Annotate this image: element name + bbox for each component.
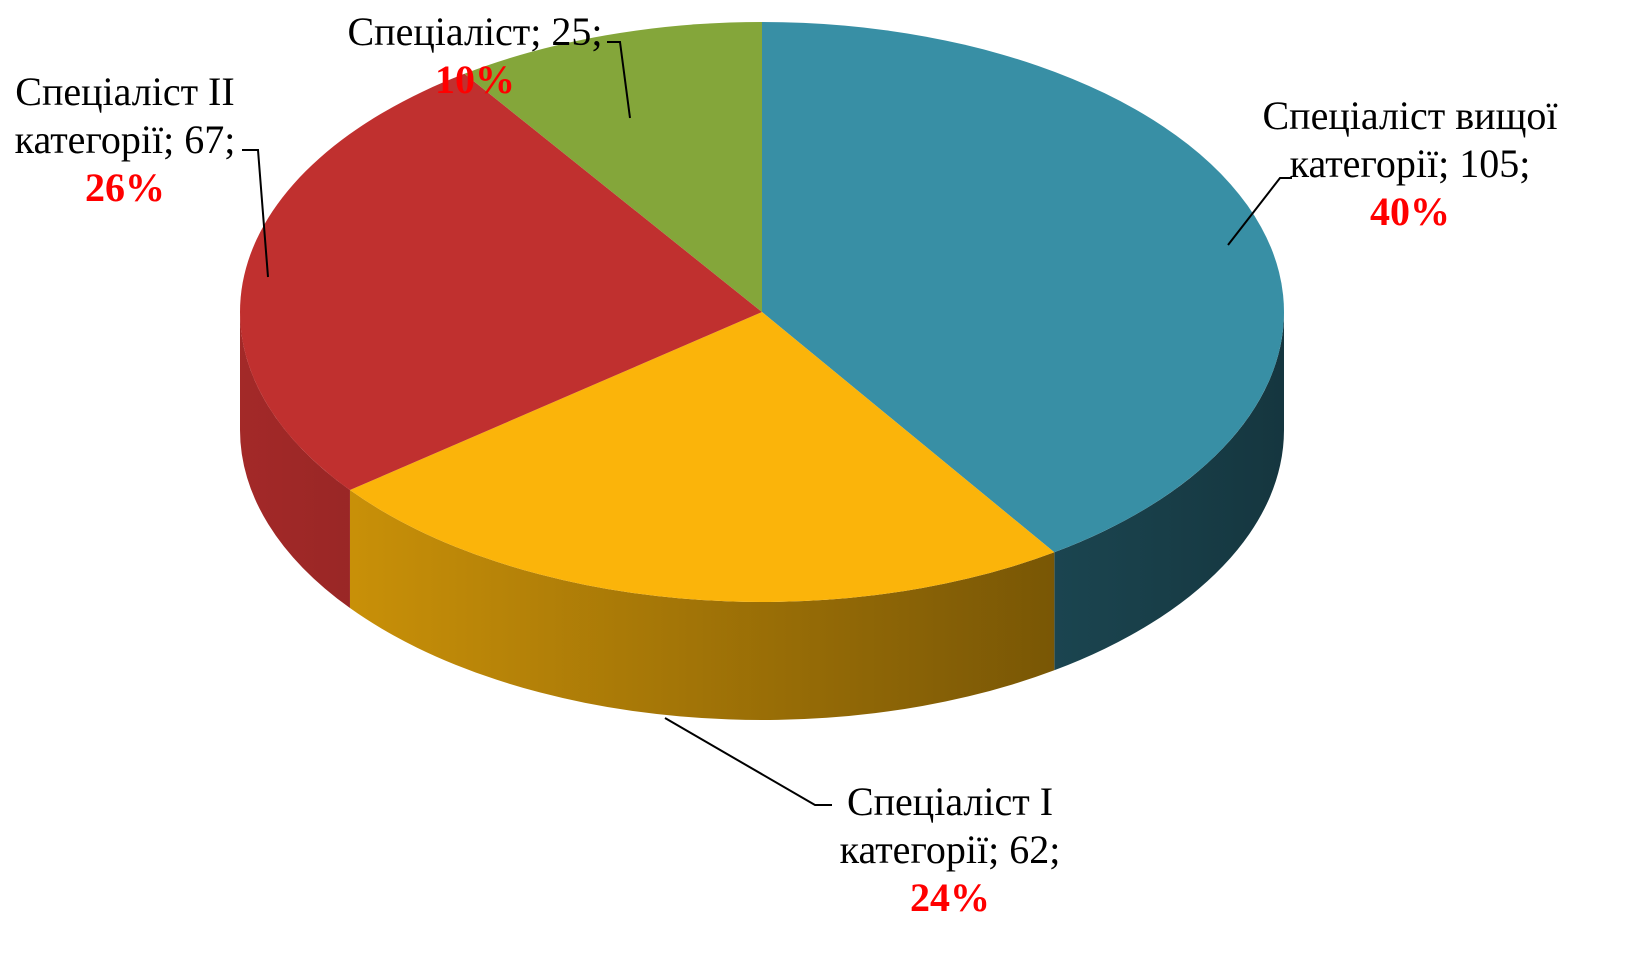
separator: ;: [1049, 827, 1061, 872]
percent-label: 40%: [1370, 189, 1450, 234]
separator: ;: [163, 117, 175, 162]
data-label: Спеціаліст вищої категорії; 105; 40%: [1245, 92, 1575, 236]
separator: ;: [1519, 141, 1531, 186]
pie-side: [1054, 312, 1284, 671]
data-label: Спеціаліст; 25; 10%: [325, 8, 625, 104]
leader-line: [664, 717, 832, 806]
pie-sides: [240, 312, 1284, 720]
separator: ;: [1438, 141, 1450, 186]
value-label: 62: [1009, 827, 1050, 872]
pie-slice: [349, 312, 1055, 602]
pie-slice: [240, 73, 763, 491]
category-label: Спеціаліст вищої категорії: [1262, 93, 1558, 186]
leader-line: [242, 149, 269, 278]
category-label: Спеціаліст ІІ категорії: [14, 69, 235, 162]
pie-slice: [464, 22, 762, 312]
pie-slice: [762, 22, 1285, 553]
pie-side: [240, 312, 350, 609]
leader-line: [1227, 177, 1292, 246]
value-label: 25: [551, 9, 592, 54]
data-label: Спеціаліст І категорії; 62; 24%: [820, 778, 1080, 922]
separator: ;: [530, 9, 542, 54]
pie-side: [349, 490, 1055, 720]
percent-label: 24%: [910, 875, 990, 920]
value-label: 67: [184, 117, 225, 162]
value-label: 105: [1459, 141, 1520, 186]
category-label: Спеціаліст І категорії: [839, 779, 1054, 872]
data-label: Спеціаліст ІІ категорії; 67; 26%: [0, 68, 250, 212]
category-label: Спеціаліст: [347, 9, 531, 54]
leader-lines: [242, 41, 1292, 806]
separator: ;: [591, 9, 603, 54]
pie-tops: [240, 22, 1285, 602]
leader-line: [607, 41, 631, 119]
percent-label: 26%: [85, 165, 165, 210]
percent-label: 10%: [435, 57, 515, 102]
separator: ;: [988, 827, 1000, 872]
separator: ;: [224, 117, 236, 162]
